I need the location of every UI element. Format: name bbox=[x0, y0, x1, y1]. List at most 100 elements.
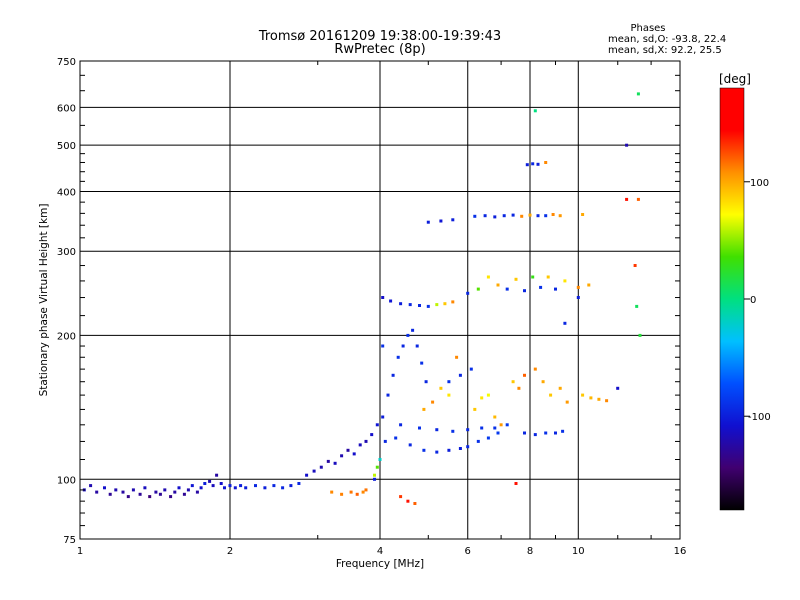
data-point bbox=[239, 484, 243, 488]
data-point bbox=[370, 433, 374, 437]
x-tick-label: 8 bbox=[527, 546, 533, 557]
data-point bbox=[386, 393, 390, 397]
data-point bbox=[633, 264, 637, 267]
data-point bbox=[528, 213, 532, 217]
data-point bbox=[480, 426, 484, 430]
y-axis-label: Stationary phase Virtual Height [km] bbox=[38, 204, 50, 397]
data-point bbox=[587, 283, 591, 287]
data-point bbox=[533, 433, 537, 437]
data-point bbox=[589, 396, 593, 400]
data-point bbox=[215, 473, 219, 477]
data-point bbox=[108, 492, 112, 496]
data-point bbox=[431, 400, 435, 404]
data-point bbox=[505, 287, 509, 291]
data-point bbox=[473, 407, 477, 411]
y-tick-label: 200 bbox=[57, 331, 76, 342]
data-point bbox=[381, 296, 385, 299]
data-point bbox=[415, 344, 419, 348]
y-tick-label: 400 bbox=[57, 187, 76, 198]
data-point bbox=[406, 499, 410, 503]
data-point bbox=[418, 304, 421, 307]
data-point bbox=[418, 426, 421, 430]
data-point bbox=[312, 469, 316, 473]
data-point bbox=[281, 486, 285, 490]
data-point bbox=[558, 214, 562, 218]
data-point bbox=[426, 304, 430, 308]
stats-x-mode: mean, sd,X: 92.2, 25.5 bbox=[608, 45, 722, 56]
data-point bbox=[635, 304, 639, 308]
data-point bbox=[581, 213, 585, 216]
data-point bbox=[422, 448, 426, 452]
data-point bbox=[89, 484, 93, 488]
data-point bbox=[466, 291, 470, 295]
x-tick-label: 4 bbox=[377, 546, 383, 557]
data-point bbox=[131, 488, 135, 492]
data-point bbox=[549, 393, 553, 397]
data-point bbox=[458, 373, 462, 377]
data-point bbox=[539, 285, 543, 289]
data-point bbox=[319, 465, 323, 469]
data-point bbox=[408, 303, 412, 307]
y-tick-label: 75 bbox=[63, 535, 76, 546]
data-point bbox=[424, 380, 428, 384]
data-point bbox=[486, 393, 490, 397]
data-point bbox=[340, 492, 344, 496]
data-point bbox=[636, 92, 640, 96]
data-point bbox=[447, 448, 451, 452]
x-tick-label: 10 bbox=[572, 546, 585, 557]
data-point bbox=[455, 355, 459, 359]
data-point bbox=[458, 447, 462, 450]
data-point bbox=[95, 490, 99, 494]
data-point bbox=[576, 296, 580, 299]
data-point bbox=[352, 452, 356, 456]
data-point bbox=[228, 484, 232, 488]
data-point bbox=[326, 459, 330, 463]
data-point bbox=[502, 214, 506, 218]
data-point bbox=[355, 492, 359, 496]
data-point bbox=[406, 333, 410, 337]
data-point bbox=[426, 220, 430, 224]
data-point bbox=[533, 109, 537, 113]
data-point bbox=[373, 473, 376, 477]
data-point bbox=[443, 302, 447, 306]
data-point bbox=[514, 277, 518, 281]
data-point bbox=[625, 143, 629, 147]
data-point bbox=[289, 484, 293, 488]
data-point bbox=[511, 380, 515, 384]
data-point bbox=[544, 214, 548, 218]
grid-lines bbox=[80, 61, 680, 539]
data-point bbox=[476, 287, 480, 291]
x-tick-label: 16 bbox=[674, 546, 687, 557]
data-point bbox=[378, 458, 382, 461]
data-point bbox=[505, 423, 509, 427]
data-point bbox=[480, 396, 484, 400]
data-point bbox=[533, 367, 537, 371]
data-point bbox=[182, 492, 186, 496]
data-point bbox=[373, 477, 376, 481]
data-point bbox=[340, 454, 344, 458]
data-point bbox=[565, 400, 569, 404]
colorbar-tick-label: 100 bbox=[750, 178, 769, 189]
data-point bbox=[435, 428, 439, 432]
data-point bbox=[143, 486, 147, 490]
data-point bbox=[422, 407, 426, 411]
data-point bbox=[163, 488, 167, 492]
x-axis-label: Frequency [MHz] bbox=[336, 558, 424, 570]
data-point bbox=[219, 482, 223, 485]
data-point bbox=[173, 490, 177, 494]
data-point bbox=[435, 450, 439, 454]
data-point bbox=[605, 399, 609, 403]
data-point bbox=[625, 197, 629, 201]
data-point bbox=[186, 488, 190, 492]
data-point bbox=[254, 484, 257, 488]
data-point bbox=[223, 486, 226, 490]
data-point bbox=[496, 283, 500, 287]
data-point bbox=[561, 429, 565, 433]
data-point bbox=[558, 386, 562, 390]
data-point bbox=[381, 415, 385, 419]
data-point bbox=[544, 161, 548, 164]
colorbar-ticks: 100 0 -100 bbox=[744, 178, 771, 423]
data-point bbox=[244, 486, 248, 490]
data-point bbox=[401, 344, 405, 348]
